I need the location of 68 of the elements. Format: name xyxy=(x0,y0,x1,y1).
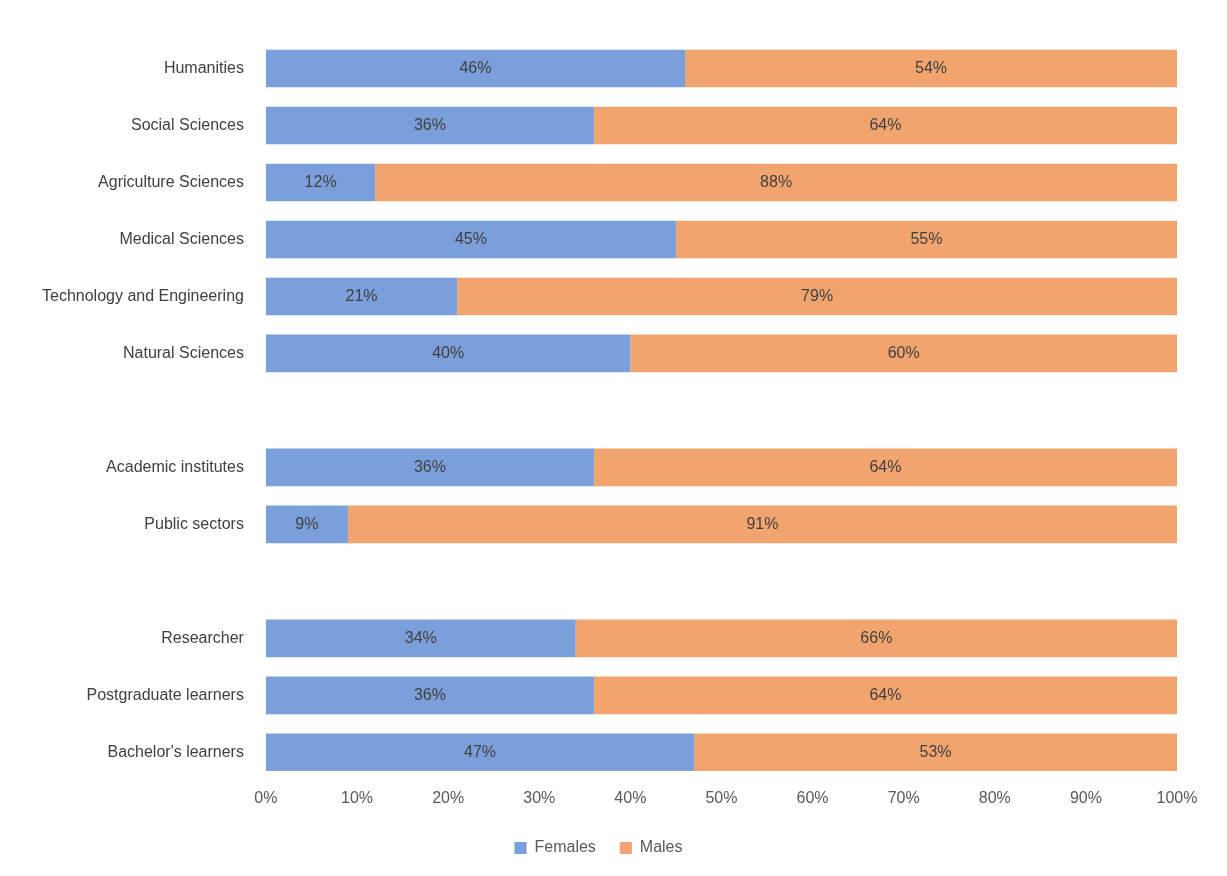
data-label: 88% xyxy=(760,172,793,190)
y-tick-label: Medical Sciences xyxy=(119,229,244,247)
data-label: 47% xyxy=(464,742,497,760)
bar xyxy=(265,505,348,544)
bar xyxy=(593,676,1177,715)
data-label: 64% xyxy=(869,685,902,703)
data-label: 21% xyxy=(345,286,378,304)
bar xyxy=(347,505,1177,544)
x-tick-label: 30% xyxy=(523,788,556,806)
y-tick-label: Natural Sciences xyxy=(122,343,244,361)
bar xyxy=(265,163,376,202)
bar xyxy=(375,163,1177,202)
data-label: 55% xyxy=(910,229,943,247)
y-tick-label: Public sectors xyxy=(144,514,244,532)
bar xyxy=(457,277,1177,316)
y-tick-label: Humanities xyxy=(163,58,244,76)
bar xyxy=(265,676,594,715)
data-label: 36% xyxy=(413,685,446,703)
y-tick-label: Researcher xyxy=(161,628,245,646)
x-tick-label: 10% xyxy=(341,788,374,806)
data-label: 12% xyxy=(304,172,337,190)
y-tick-label: Academic institutes xyxy=(106,457,244,475)
data-label: 40% xyxy=(432,343,465,361)
bar xyxy=(593,448,1177,487)
bar xyxy=(694,733,1177,772)
data-label: 46% xyxy=(459,58,492,76)
bar xyxy=(630,334,1177,373)
data-label: 36% xyxy=(413,457,446,475)
data-label: 9% xyxy=(295,514,319,532)
bar xyxy=(265,220,676,259)
bar xyxy=(685,49,1177,88)
bar xyxy=(575,619,1177,658)
x-tick-label: 100% xyxy=(1156,788,1198,806)
data-label: 66% xyxy=(860,628,893,646)
bar xyxy=(265,619,576,658)
data-label: 64% xyxy=(869,457,902,475)
bar xyxy=(265,277,458,316)
y-tick-label: Postgraduate learners xyxy=(86,685,244,703)
x-tick-label: 40% xyxy=(614,788,647,806)
x-tick-label: 80% xyxy=(978,788,1011,806)
data-label: 34% xyxy=(404,628,437,646)
bar xyxy=(265,448,594,487)
data-label: 79% xyxy=(801,286,834,304)
x-tick-label: 20% xyxy=(432,788,465,806)
legend-label: Males xyxy=(639,838,683,856)
x-tick-label: 90% xyxy=(1069,788,1102,806)
y-tick-label: Technology and Engineering xyxy=(41,286,244,304)
data-label: 60% xyxy=(887,343,920,361)
bar xyxy=(265,49,686,88)
legend-label: Females xyxy=(534,838,596,856)
data-label: 45% xyxy=(454,229,487,247)
bar xyxy=(593,106,1177,145)
data-label: 64% xyxy=(869,115,902,133)
y-tick-label: Agriculture Sciences xyxy=(98,172,244,190)
data-label: 53% xyxy=(919,742,952,760)
y-tick-label: Social Sciences xyxy=(130,115,244,133)
bar xyxy=(265,334,631,373)
x-tick-label: 0% xyxy=(254,788,278,806)
data-label: 36% xyxy=(413,115,446,133)
bar xyxy=(265,106,594,145)
x-tick-label: 60% xyxy=(796,788,829,806)
x-tick-label: 50% xyxy=(705,788,738,806)
bar xyxy=(265,733,695,772)
y-tick-label: Bachelor's learners xyxy=(107,742,244,760)
data-label: 54% xyxy=(915,58,948,76)
bar xyxy=(675,220,1177,259)
x-tick-label: 70% xyxy=(887,788,920,806)
data-label: 91% xyxy=(746,514,779,532)
